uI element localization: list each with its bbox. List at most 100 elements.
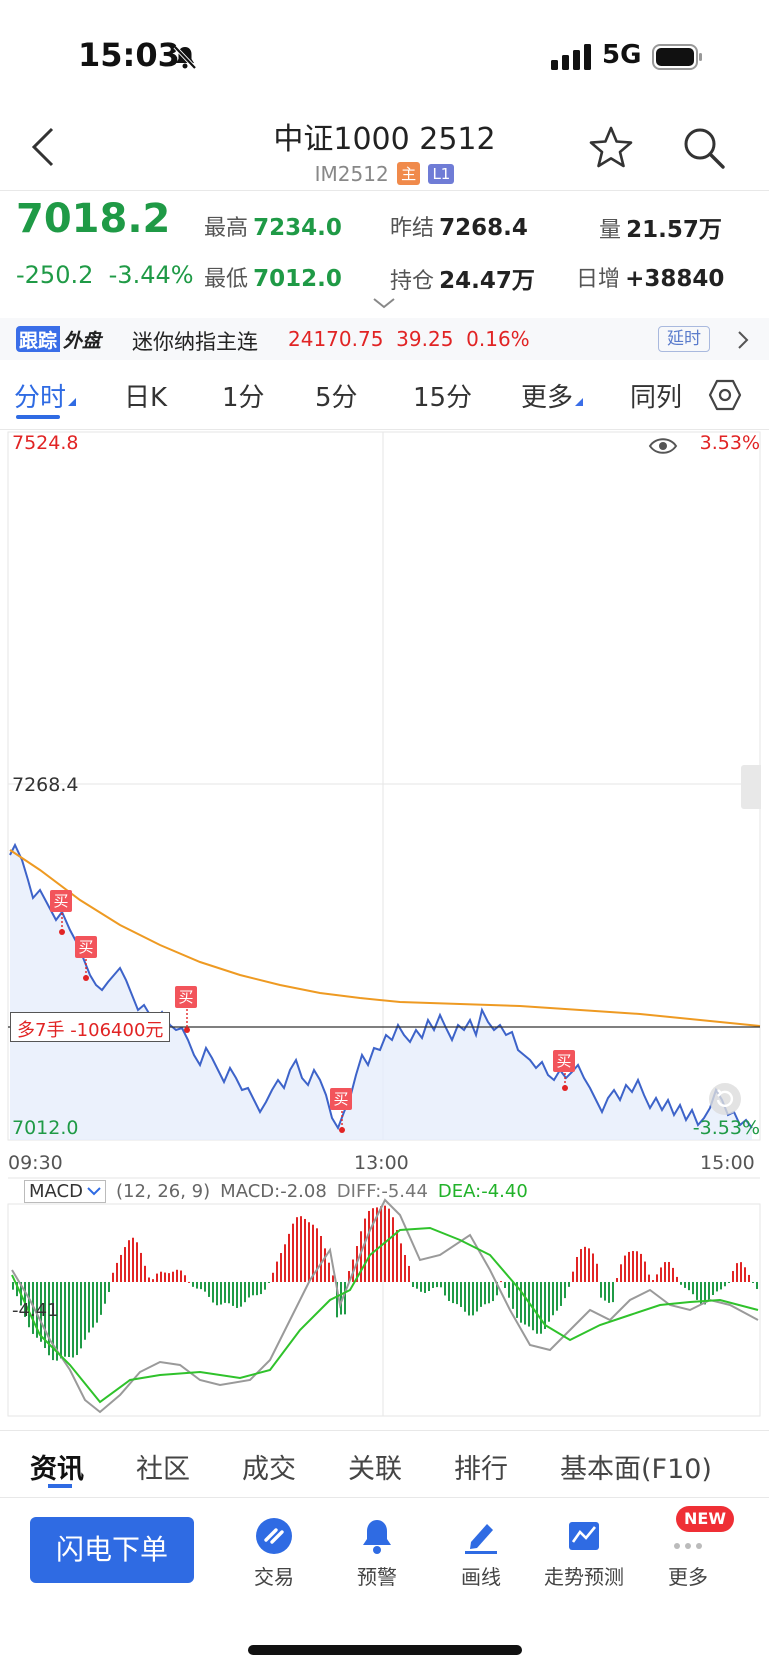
macd-histogram-bar [384, 1205, 386, 1282]
macd-histogram-bar [696, 1282, 698, 1300]
macd-legend: MACD (12, 26, 9) MACD:-2.08 DIFF:-5.44 D… [24, 1178, 528, 1204]
macd-histogram-bar [36, 1282, 38, 1338]
macd-y-label: -4.41 [12, 1300, 59, 1321]
position-size: 多7手 [17, 1020, 65, 1041]
macd-histogram-bar [592, 1253, 594, 1282]
intraday-chart[interactable] [0, 430, 769, 1440]
tab-intraday[interactable]: 分时 [14, 377, 77, 414]
foreign-market-ticker[interactable] [0, 318, 769, 360]
macd-histogram-bar [504, 1282, 506, 1288]
macd-histogram-bar [348, 1271, 350, 1282]
nav-trade[interactable]: 交易 [229, 1516, 319, 1590]
bottom-tab-community[interactable]: 社区 [136, 1454, 190, 1485]
nav-trend-forecast[interactable]: 走势预测 [539, 1516, 629, 1590]
buy-marker[interactable]: 买 [175, 986, 197, 1008]
macd-histogram-bar [108, 1282, 110, 1293]
refresh-icon[interactable] [708, 1082, 742, 1116]
position-label[interactable]: 多7手 -106400元 [10, 1012, 171, 1042]
y-axis-reference: 7268.4 [12, 774, 79, 796]
macd-histogram-bar [660, 1267, 662, 1282]
macd-histogram-bar [140, 1252, 142, 1282]
nav-more[interactable]: 更多 [643, 1516, 733, 1590]
nav-draw-line[interactable]: 画线 [436, 1516, 526, 1590]
macd-histogram-bar [72, 1282, 74, 1358]
tab-same-column[interactable]: 同列 [630, 383, 683, 413]
buy-marker[interactable]: 买 [330, 1088, 352, 1110]
macd-histogram-bar [276, 1261, 278, 1282]
macd-histogram-bar [236, 1282, 238, 1308]
bottom-tabs-divider [0, 1430, 769, 1431]
position-pnl: -106400元 [70, 1020, 164, 1041]
main-contract-badge: 主 [397, 162, 421, 185]
bottom-tab-fundamentals[interactable]: 基本面(F10) [560, 1454, 712, 1485]
buy-marker[interactable]: 买 [553, 1050, 575, 1072]
macd-histogram-bar [412, 1282, 414, 1288]
diff-value: DIFF:-5.44 [336, 1180, 428, 1202]
nav-alert[interactable]: 预警 [332, 1516, 422, 1590]
contract-code-row: IM2512 主 L1 [0, 162, 769, 186]
macd-histogram-bar [136, 1242, 138, 1282]
back-icon[interactable] [28, 125, 58, 169]
macd-histogram-bar [440, 1282, 442, 1288]
foreign-tag-label: 外盘 [63, 330, 102, 352]
nav-alert-label: 预警 [357, 1565, 397, 1589]
side-drawer-handle[interactable] [741, 765, 761, 809]
buy-marker[interactable]: 买 [50, 890, 72, 912]
macd-histogram-bar [44, 1282, 46, 1349]
macd-histogram-bar [100, 1282, 102, 1315]
macd-histogram-bar [548, 1282, 550, 1322]
macd-histogram-bar [392, 1217, 394, 1282]
network-type: 5G [602, 40, 642, 70]
macd-histogram-bar [536, 1282, 538, 1334]
macd-histogram-bar [616, 1278, 618, 1282]
macd-histogram-bar [128, 1240, 130, 1282]
pen-icon [465, 1524, 497, 1554]
macd-histogram-bar [328, 1262, 330, 1282]
macd-histogram-bar [420, 1282, 422, 1292]
tab-daily-k[interactable]: 日K [124, 383, 168, 413]
ticker-name: 迷你纳指主连 [132, 330, 258, 354]
macd-histogram-bar [752, 1282, 754, 1283]
macd-histogram-bar [84, 1282, 86, 1340]
macd-histogram-bar [200, 1282, 202, 1290]
battery-icon [652, 44, 702, 70]
settings-hex-icon[interactable] [708, 378, 742, 412]
macd-histogram-bar [564, 1282, 566, 1299]
tab-15min[interactable]: 15分 [413, 383, 473, 413]
change-value: -250.2 [16, 261, 94, 289]
macd-histogram-bar [332, 1275, 334, 1282]
tab-5min[interactable]: 5分 [315, 383, 358, 413]
chevron-right-icon[interactable] [736, 330, 750, 350]
macd-histogram-bar [492, 1282, 494, 1302]
macd-histogram-bar [584, 1246, 586, 1282]
bottom-tab-ranking[interactable]: 排行 [454, 1454, 508, 1485]
bottom-tab-trades[interactable]: 成交 [242, 1454, 296, 1485]
star-icon[interactable] [588, 125, 634, 171]
macd-histogram-bar [444, 1282, 446, 1296]
macd-histogram-bar [512, 1282, 514, 1309]
macd-histogram-bar [160, 1271, 162, 1282]
time-axis-mid: 13:00 [354, 1152, 409, 1174]
macd-histogram-bar [724, 1282, 726, 1287]
buy-marker[interactable]: 买 [75, 936, 97, 958]
eye-icon[interactable] [648, 434, 678, 458]
macd-histogram-bar [588, 1248, 590, 1282]
macd-histogram-bar [68, 1282, 70, 1357]
flash-order-button[interactable]: 闪电下单 [30, 1517, 194, 1583]
expand-chevron-icon[interactable] [372, 296, 396, 310]
search-icon[interactable] [680, 124, 728, 172]
tab-1min[interactable]: 1分 [222, 383, 265, 413]
macd-histogram-bar [168, 1273, 170, 1282]
pct-axis-low: -3.53% [692, 1117, 760, 1139]
indicator-select[interactable]: MACD [24, 1179, 106, 1203]
macd-histogram-bar [692, 1282, 694, 1295]
low-stat: 最低 7012.0 [204, 261, 342, 293]
macd-histogram-bar [360, 1231, 362, 1282]
bottom-tab-news[interactable]: 资讯 [30, 1454, 84, 1485]
change-percent: -3.44% [108, 261, 194, 289]
macd-histogram-bar [708, 1282, 710, 1301]
macd-histogram-bar [424, 1282, 426, 1293]
macd-histogram-bar [156, 1273, 158, 1282]
bottom-tab-related[interactable]: 关联 [348, 1454, 402, 1485]
tab-more[interactable]: 更多 [521, 377, 584, 414]
